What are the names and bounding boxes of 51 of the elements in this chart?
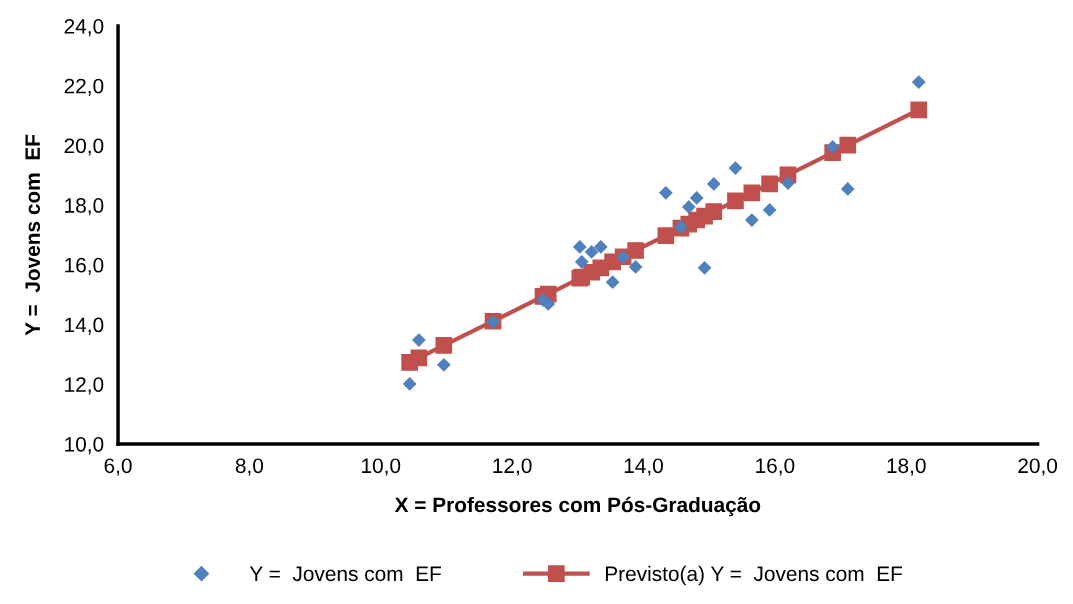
x-axis-title: X = Professores com Pós-Graduação	[394, 496, 761, 517]
point	[743, 184, 761, 202]
y-tick-label: 12,0	[65, 377, 104, 395]
y-tick-label: 14,0	[65, 317, 104, 335]
point	[541, 297, 556, 311]
point	[574, 254, 589, 269]
y-tick-label: 20,0	[64, 138, 104, 156]
point	[697, 260, 712, 275]
x-tick-label: 16,0	[756, 458, 795, 476]
point	[436, 357, 451, 372]
y-axis-title: Y = Jovens com EF	[25, 134, 41, 336]
point	[911, 75, 926, 89]
point	[657, 227, 675, 244]
point	[681, 200, 696, 214]
point	[410, 349, 428, 367]
x-tick-label: 12,0	[493, 458, 532, 476]
legend-label: Previsto(a) Y = Jovens com EF	[605, 565, 902, 586]
point	[584, 245, 599, 259]
y-tick-label: 22,0	[64, 78, 104, 96]
point	[727, 192, 744, 210]
point	[840, 182, 855, 196]
point	[910, 101, 928, 119]
y-tick-label: 10,0	[65, 436, 104, 455]
point	[825, 140, 840, 154]
point	[402, 377, 417, 391]
y-tick-label: 24,0	[64, 18, 104, 37]
point	[658, 185, 673, 200]
point	[706, 177, 721, 191]
x-tick-label: 8,0	[235, 458, 264, 476]
point	[435, 337, 453, 354]
point	[762, 203, 777, 217]
x-tick-label: 18,0	[887, 458, 926, 476]
point	[728, 161, 743, 175]
point	[628, 260, 643, 274]
point	[705, 203, 723, 221]
point	[411, 333, 426, 347]
point	[761, 175, 778, 193]
point	[839, 136, 857, 154]
x-tick-label: 20,0	[1018, 458, 1058, 476]
point	[627, 242, 644, 259]
point	[605, 275, 620, 289]
x-tick-label: 14,0	[624, 458, 663, 476]
y-tick-label: 18,0	[65, 198, 104, 216]
x-tick-label: 10,0	[362, 458, 401, 476]
point	[572, 240, 587, 254]
point	[689, 191, 704, 205]
point	[593, 240, 608, 254]
x-tick-label: 6,0	[104, 458, 132, 476]
y-tick-label: 16,0	[65, 257, 104, 276]
legend-label: Y = Jovens com EF	[249, 566, 441, 582]
point	[745, 213, 759, 227]
